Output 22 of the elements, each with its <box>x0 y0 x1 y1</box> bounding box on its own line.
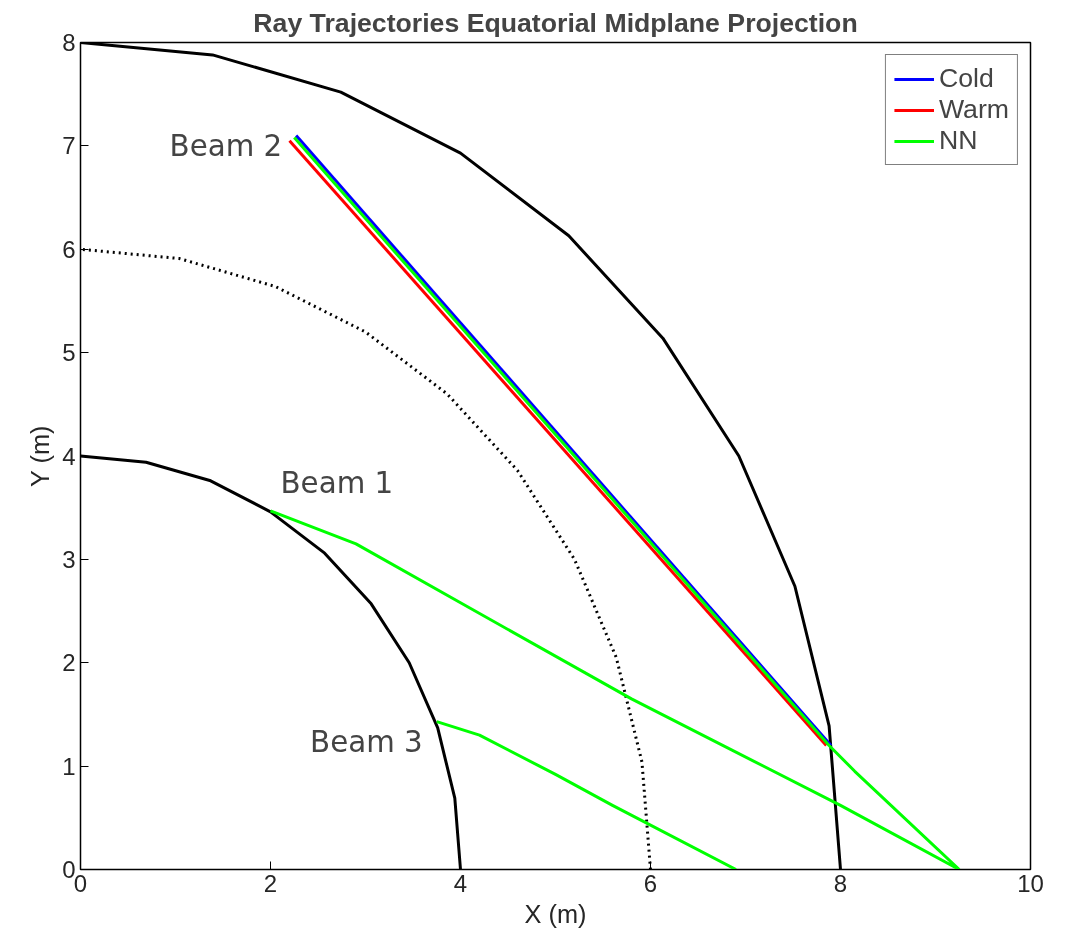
y-tick-label: 5 <box>62 339 76 367</box>
legend-label: NN <box>938 125 978 156</box>
legend-label: Warm <box>938 94 1009 125</box>
y-tick-label: 6 <box>62 235 76 263</box>
y-tick-label: 7 <box>62 132 76 160</box>
chart-title: Ray Trajectories Equatorial Midplane Projection <box>253 7 858 38</box>
x-axis-title: X (m) <box>524 899 587 928</box>
y-tick-label: 3 <box>62 545 76 573</box>
annotation: Beam 1 <box>280 465 394 500</box>
x-tick-label: 4 <box>453 869 468 897</box>
y-tick-label: 1 <box>62 752 76 780</box>
legend-label: Cold <box>938 63 994 94</box>
y-axis-title: Y (m) <box>26 425 55 487</box>
y-tick-label: 8 <box>62 29 76 56</box>
annotation: Beam 2 <box>169 128 283 163</box>
y-tick-label: 4 <box>62 442 76 470</box>
x-tick-label: 2 <box>263 869 278 897</box>
x-tick-label: 10 <box>1017 869 1044 897</box>
annotation: Beam 3 <box>310 724 423 759</box>
y-tick-label: 2 <box>62 649 76 677</box>
x-tick-label: 8 <box>833 869 848 897</box>
x-tick-label: 6 <box>643 869 658 897</box>
